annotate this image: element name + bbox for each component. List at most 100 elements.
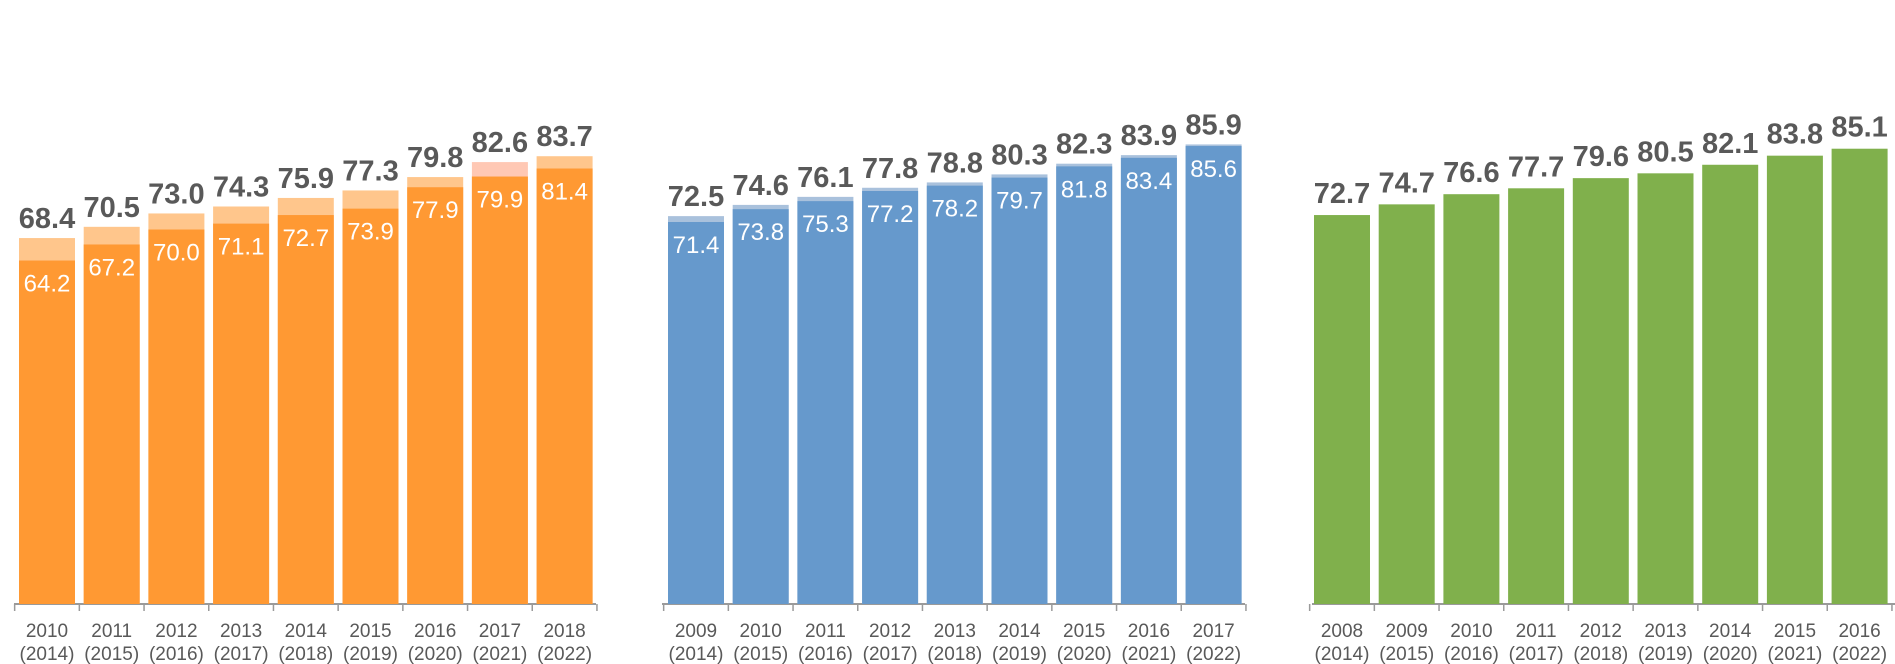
bar-total-label: 76.1 (797, 162, 853, 194)
bar-base-segment (536, 168, 593, 604)
bar (1702, 164, 1759, 604)
x-tick-label: (2021) (1767, 644, 1822, 664)
x-tick-label: 2016 (1128, 621, 1170, 642)
x-tick-label: 2011 (805, 621, 846, 642)
x-tick-label: 2017 (1192, 621, 1234, 642)
x-tick-label: (2018) (927, 644, 982, 664)
x-tick-label: 2014 (1709, 621, 1752, 642)
bar (1766, 155, 1823, 605)
bar-inner-label: 77.9 (412, 197, 459, 224)
bar-total-label: 79.8 (407, 142, 463, 174)
x-tick-label: (2014) (1315, 644, 1370, 664)
bar-base-segment (1120, 157, 1177, 604)
bar-inner-label: 71.1 (218, 234, 265, 261)
x-tick-label: 2015 (349, 621, 391, 642)
x-tick-label: (2021) (1121, 644, 1176, 664)
x-tick-label: (2015) (84, 644, 139, 664)
bar-total-label: 83.9 (1121, 120, 1177, 152)
x-tick-label: (2017) (1509, 644, 1564, 664)
x-tick-label: (2018) (1573, 644, 1628, 664)
bar-value-label: 80.5 (1637, 136, 1693, 168)
bar-inner-label: 78.2 (931, 196, 978, 223)
x-tick-label: 2011 (91, 621, 132, 642)
x-tick-label: (2016) (149, 644, 204, 664)
x-tick-label: (2021) (472, 644, 527, 664)
bar-value-label: 82.1 (1702, 128, 1758, 160)
bar-base-segment (19, 260, 75, 604)
bar-total-label: 78.8 (927, 147, 983, 179)
x-tick-label: 2010 (1450, 621, 1492, 642)
x-tick-label: (2019) (992, 644, 1047, 664)
bar-inner-label: 79.7 (996, 188, 1043, 215)
x-tick-label: (2022) (537, 644, 592, 664)
bar (1508, 188, 1565, 604)
bar (1572, 178, 1629, 604)
bar (1314, 215, 1370, 604)
bar-inner-label: 85.6 (1190, 156, 1237, 183)
bar-value-label: 76.6 (1443, 157, 1499, 189)
bar-value-label: 74.7 (1378, 167, 1434, 199)
bar-value-label: 72.7 (1314, 178, 1370, 210)
bar-base-segment (797, 201, 854, 604)
bar-total-label: 82.6 (472, 127, 528, 159)
bar (1637, 173, 1694, 604)
x-tick-label: (2014) (669, 644, 724, 664)
x-tick-label: 2013 (934, 621, 976, 642)
x-tick-label: 2015 (1774, 621, 1816, 642)
x-tick-label: 2009 (1386, 621, 1428, 642)
x-tick-label: (2015) (1379, 644, 1434, 664)
bar-base-segment (407, 187, 464, 605)
bar-base-segment (342, 208, 399, 604)
bar-value-label: 85.1 (1831, 112, 1887, 144)
x-tick-label: 2012 (869, 621, 911, 642)
bar (1831, 148, 1888, 604)
bar-base-segment (1056, 166, 1113, 604)
bar-total-label: 70.5 (83, 192, 139, 224)
bar-inner-label: 73.9 (347, 219, 394, 246)
bar-base-segment (471, 176, 528, 604)
bar-value-label: 77.7 (1508, 151, 1564, 183)
bar-total-label: 77.8 (862, 153, 918, 185)
bar-base-segment (277, 215, 334, 604)
bar-inner-label: 70.0 (153, 240, 200, 267)
bar-total-label: 83.7 (536, 121, 592, 153)
bar-inner-label: 72.7 (282, 225, 329, 252)
x-tick-label: 2016 (1838, 621, 1880, 642)
bar-base-segment (148, 229, 205, 604)
bar-base-segment (668, 222, 724, 604)
x-tick-label: 2010 (26, 621, 68, 642)
x-tick-label: 2008 (1321, 621, 1363, 642)
bar-total-label: 73.0 (148, 178, 204, 210)
bar-total-label: 74.3 (213, 171, 269, 203)
x-tick-label: 2018 (543, 621, 585, 642)
x-tick-label: 2012 (1580, 621, 1622, 642)
bar-total-label: 68.4 (19, 203, 75, 235)
x-tick-label: 2017 (479, 621, 521, 642)
bar (1378, 204, 1435, 605)
x-tick-label: 2014 (285, 621, 328, 642)
bar-base-segment (862, 190, 919, 605)
x-tick-label: 2010 (740, 621, 782, 642)
x-tick-label: 2011 (1516, 621, 1557, 642)
bar-base-segment (83, 244, 140, 605)
bar-inner-label: 75.3 (802, 211, 849, 238)
bar-inner-label: 81.8 (1061, 176, 1108, 203)
bar-base-segment (732, 209, 789, 605)
bar-value-label: 83.8 (1767, 119, 1823, 151)
x-tick-label: 2014 (998, 621, 1041, 642)
bar-total-label: 72.5 (668, 181, 724, 213)
x-tick-label: (2019) (343, 644, 398, 664)
x-tick-label: (2018) (278, 644, 333, 664)
x-tick-label: (2016) (1444, 644, 1499, 664)
bar-base-segment (1185, 146, 1242, 605)
x-tick-label: (2020) (1057, 644, 1112, 664)
bar-total-label: 80.3 (991, 139, 1047, 171)
x-tick-label: (2017) (214, 644, 269, 664)
bar-inner-label: 79.9 (477, 187, 524, 214)
x-tick-label: (2022) (1832, 644, 1887, 664)
bar-total-label: 77.3 (342, 155, 398, 187)
bar-total-label: 82.3 (1056, 129, 1112, 161)
bar-inner-label: 73.8 (737, 219, 784, 246)
x-tick-label: (2016) (798, 644, 853, 664)
